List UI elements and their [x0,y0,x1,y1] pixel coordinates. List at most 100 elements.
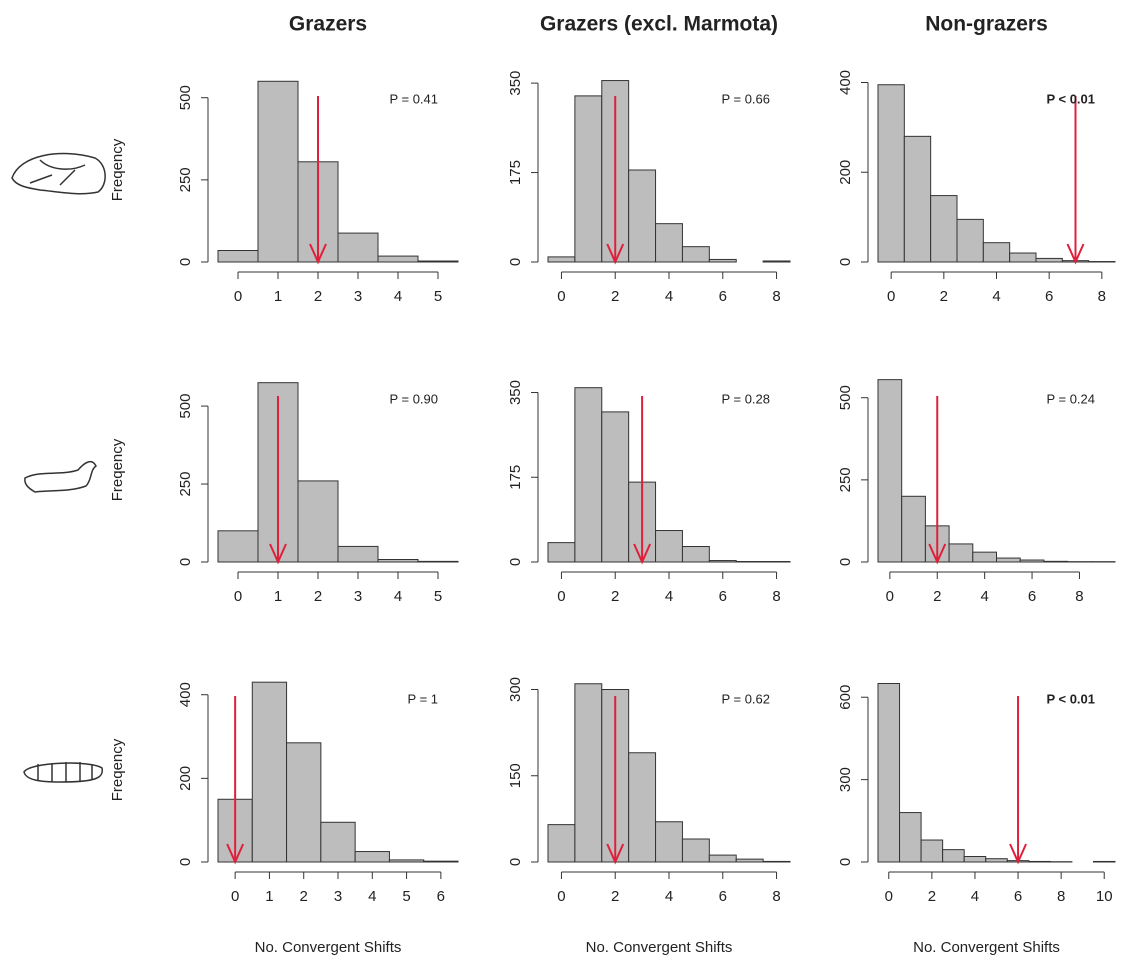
bar [901,495,926,563]
observed-arrow [226,696,245,865]
bar [423,860,459,863]
x-tick-label: 2 [611,588,619,605]
x-tick-label: 0 [886,588,894,605]
x-tick-label: 4 [980,588,988,605]
bar [708,258,737,263]
arrow-head [1066,243,1085,265]
bar [1009,252,1037,263]
observed-arrow [606,96,625,265]
p-value-label: P < 0.01 [1046,91,1095,106]
arrow-head [928,543,947,565]
y-tick-label: 0 [177,858,194,866]
x-tick-label: 8 [1098,288,1106,305]
y-tick-label: 500 [837,385,854,410]
x-tick-label: 8 [772,888,780,905]
bar [899,812,922,863]
arrow-head [606,843,625,865]
bar [708,560,737,563]
bar [286,742,322,863]
y-tick-label: 500 [177,394,194,419]
bar [574,95,603,263]
bar [217,250,259,263]
bar [337,545,379,563]
x-tick-label: 6 [1045,288,1053,305]
x-axis-label: No. Convergent Shifts [913,939,1060,956]
x-tick-label: 8 [1057,888,1065,905]
x-tick-label: 2 [940,288,948,305]
x-tick-label: 0 [557,888,565,905]
x-tick-label: 2 [611,888,619,905]
x-tick-label: 4 [665,588,673,605]
bar [985,858,1008,863]
arrow-head [606,243,625,265]
bar [762,860,791,863]
bar [942,849,965,863]
bar [655,821,683,863]
bar [417,560,459,563]
bar [628,752,657,863]
x-tick-label: 6 [437,888,445,905]
x-tick-label: 8 [772,288,780,305]
x-axis-label: No. Convergent Shifts [255,939,402,956]
bar [320,821,356,863]
cranium-detail [29,159,86,186]
x-tick-label: 5 [434,288,442,305]
arrow-head [633,543,652,565]
y-axis-label: Freqency [109,138,126,201]
bar [877,682,901,863]
x-tick-label: 0 [557,588,565,605]
x-tick-label: 6 [1028,588,1036,605]
bar [655,530,683,563]
mandible-icon [24,460,97,493]
bar [655,223,683,263]
bar [417,260,459,263]
observed-arrow [606,696,625,865]
x-tick-label: 2 [314,588,322,605]
y-axis-label: Freqency [109,438,126,501]
x-tick-label: 2 [611,288,619,305]
y-tick-label: 0 [507,558,524,566]
teeth-detail [37,762,93,782]
x-tick-label: 4 [394,288,402,305]
bar [930,195,958,263]
bar [877,84,905,263]
bar [920,839,944,863]
bar [628,169,657,263]
observed-arrow [633,396,652,565]
bar [903,135,932,263]
y-tick-label: 175 [507,160,524,185]
x-tick-label: 8 [772,588,780,605]
bar [257,80,299,263]
y-tick-label: 0 [177,558,194,566]
x-tick-label: 0 [887,288,895,305]
x-tick-label: 4 [368,888,376,905]
x-tick-label: 3 [354,288,362,305]
bar [574,387,603,563]
x-tick-label: 1 [274,588,282,605]
p-value-label: P = 0.28 [721,391,770,406]
x-tick-label: 1 [274,288,282,305]
x-tick-label: 1 [265,888,273,905]
bar [735,858,764,863]
y-tick-label: 400 [837,70,854,95]
bar [601,411,630,563]
observed-arrow [1009,696,1027,865]
p-value-label: P = 0.90 [389,391,438,406]
observed-arrow [1066,96,1085,265]
p-value-label: P = 0.41 [389,91,438,106]
x-tick-label: 6 [719,288,727,305]
bar [354,851,390,863]
p-value-label: P < 0.01 [1046,691,1095,706]
bar [1043,560,1069,563]
bar [251,681,288,863]
bar [1028,860,1051,863]
x-tick-label: 0 [557,288,565,305]
skull-icon [11,152,106,783]
y-tick-label: 0 [177,258,194,266]
bar [1019,559,1045,563]
bar [377,255,419,263]
y-tick-label: 300 [507,677,524,702]
x-tick-label: 0 [231,888,239,905]
bar [681,546,710,563]
